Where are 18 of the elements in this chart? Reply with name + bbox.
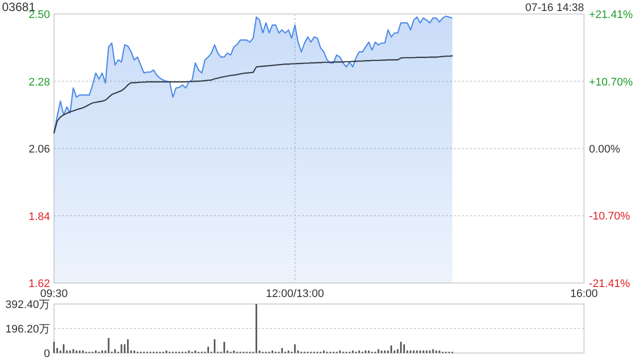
y-tick-label: 2.06 xyxy=(28,144,50,156)
y2-tick-label: +21.41% xyxy=(589,9,633,21)
y-tick-label: 196.20万 xyxy=(5,324,50,336)
y2-tick-label: +10.70% xyxy=(589,76,633,88)
y-tick-label: 0 xyxy=(44,348,50,360)
x-tick-label: 16:00 xyxy=(570,288,598,300)
y2-tick-label: -10.70% xyxy=(589,210,630,223)
y2-tick-label: -21.41% xyxy=(589,278,630,290)
x-tick-label: 09:30 xyxy=(40,288,68,300)
y-tick-label: 392.40万 xyxy=(5,299,50,311)
y2-tick-label: 0.00% xyxy=(589,144,620,156)
y-tick-label: 2.28 xyxy=(28,76,50,88)
line-series xyxy=(53,55,453,134)
x-tick-label: 12:00/13:00 xyxy=(266,288,324,300)
annotation: 07-16 14:38 xyxy=(525,2,584,14)
y-tick-label: 1.84 xyxy=(28,210,50,223)
y-tick-label: 1.62 xyxy=(28,278,50,290)
y-tick-label: 2.50 xyxy=(28,9,50,21)
